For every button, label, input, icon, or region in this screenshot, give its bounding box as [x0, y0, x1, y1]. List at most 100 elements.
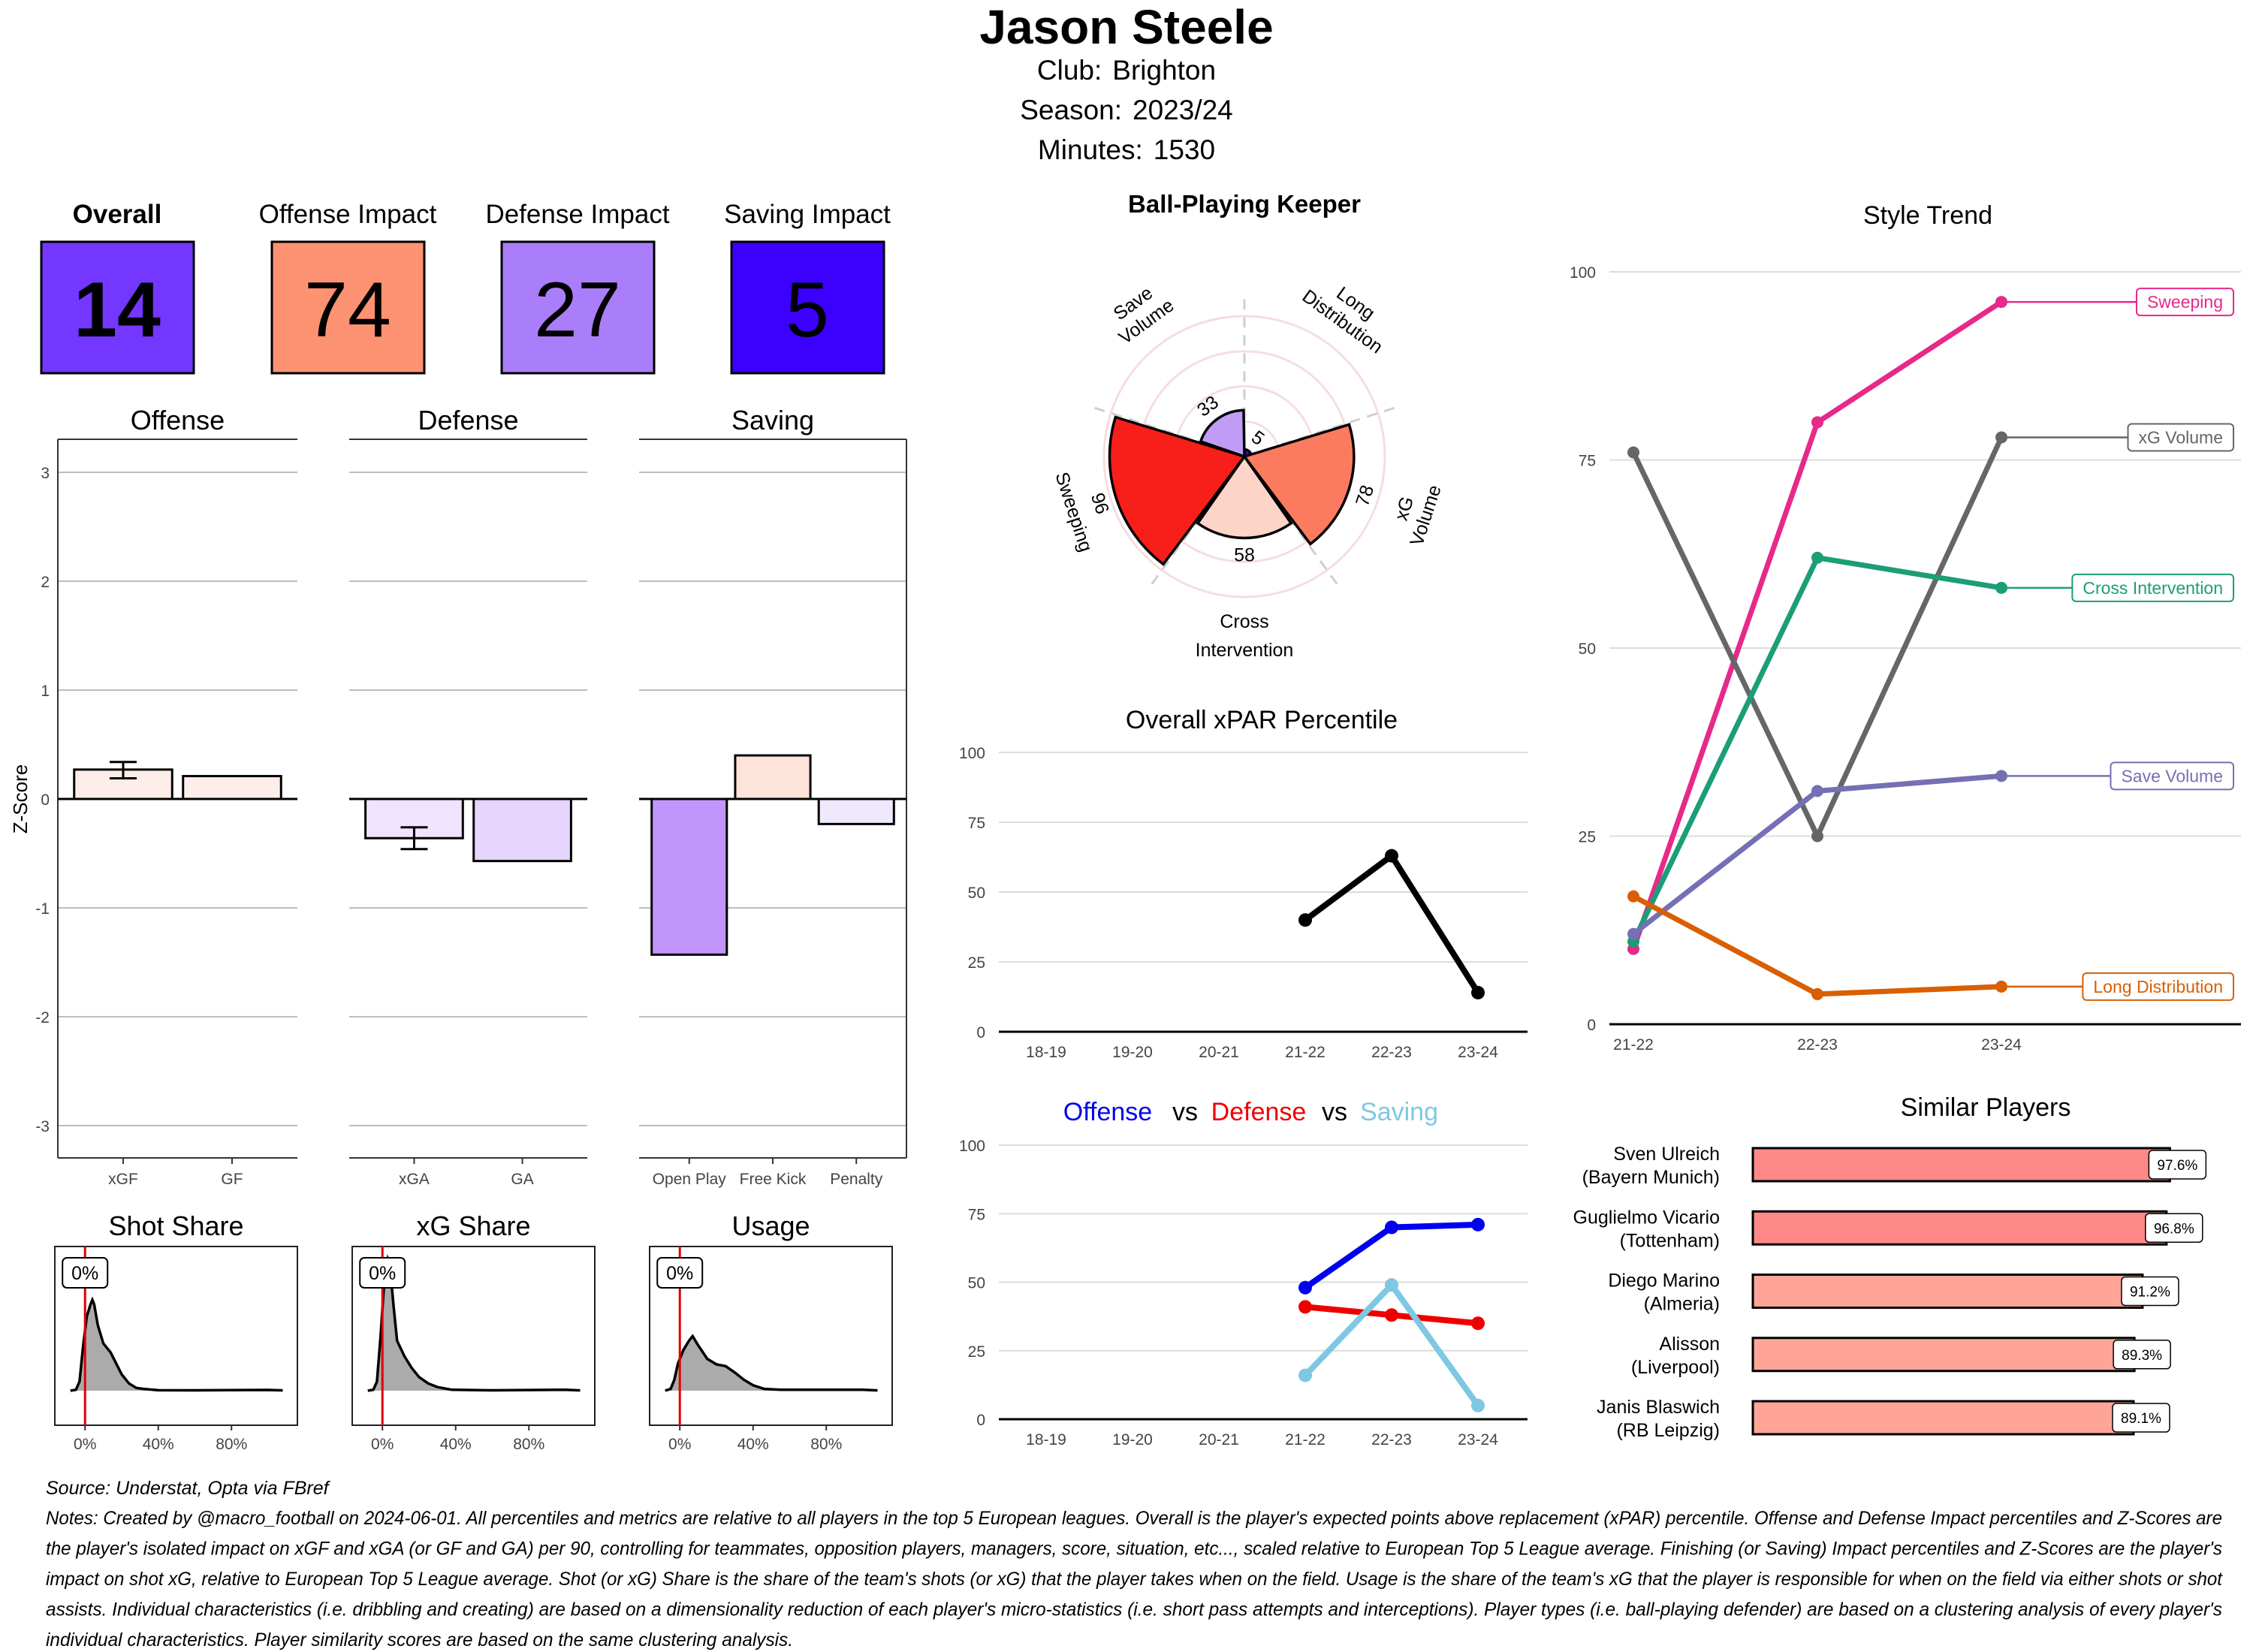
series-line	[1630, 436, 2004, 839]
x-tick-label: GF	[221, 1171, 243, 1188]
y-tick-label: -3	[35, 1118, 50, 1135]
x-tick-label: 18-19	[1026, 1044, 1066, 1061]
minutes-line: Minutes: 1530	[1038, 134, 1215, 165]
data-point	[1298, 913, 1312, 927]
x-tick-label: xGA	[399, 1171, 430, 1188]
y-tick-label: 1	[41, 683, 50, 700]
player-club: (Tottenham)	[1620, 1230, 1720, 1251]
series-direct-label: xG Volume	[2139, 427, 2224, 447]
xpar-line-chart: Overall xPAR Percentile 100 75 50 25 0 18-19 19…	[959, 706, 1528, 1061]
similarity-bar	[1751, 1210, 2168, 1246]
y-tick-label: 0	[976, 1412, 985, 1429]
series-sweeping	[1627, 296, 2007, 955]
similarity-label-box	[2113, 1340, 2171, 1370]
series-line	[1303, 1282, 1481, 1408]
error-bar	[110, 761, 137, 779]
data-point	[1811, 830, 1823, 843]
series-direct-label: Long Distribution	[2093, 977, 2223, 996]
data-point	[1298, 1300, 1312, 1314]
panel-border	[351, 1246, 596, 1426]
similarity-bar	[1751, 1400, 2135, 1436]
similarity-label-box	[2121, 1276, 2179, 1307]
series-line	[1303, 852, 1481, 995]
data-point	[1811, 416, 1823, 429]
similar-players-chart: Similar Players Sven Ulreich(Bayern Munic…	[1573, 1093, 2207, 1441]
club-label: Club:	[1037, 55, 1102, 86]
player-name: Guglielmo Vicario	[1573, 1207, 1720, 1228]
style-polar-chart: Ball-Playing Keeper 5 LongDistribution 78 xG…	[1051, 190, 1445, 661]
chart-title-part: vs	[1172, 1098, 1198, 1126]
data-point	[1385, 849, 1398, 863]
y-tick-label: 25	[968, 1343, 985, 1361]
footer: Source: Understat, Opta via FBref Notes:…	[46, 1478, 2223, 1650]
distribution-title: Shot Share	[108, 1210, 243, 1241]
player-value-label-box	[656, 1257, 704, 1289]
error-bar	[400, 826, 428, 851]
impact-scores: Overall 14 Offense Impact 74 Defense Impact 2…	[40, 200, 891, 375]
season-value: 2023/24	[1133, 95, 1233, 125]
series-line	[1630, 555, 2002, 943]
score-box	[730, 240, 885, 375]
radial-gridline	[1102, 315, 1386, 598]
y-tick-label: 75	[968, 1206, 985, 1223]
club-line: Club: Brighton	[1037, 55, 1216, 86]
zscore-bar	[734, 754, 812, 800]
x-tick-label: 40%	[440, 1436, 472, 1453]
distribution-title: xG Share	[416, 1210, 530, 1241]
notes-line: assists. Individual characteristics (i.e…	[46, 1599, 2222, 1620]
score-box	[40, 240, 195, 375]
series-line	[1632, 894, 2002, 997]
zscore-bar	[817, 797, 895, 825]
series-line	[1630, 300, 2003, 950]
data-point	[1811, 785, 1823, 797]
polar-category-label: LongDistribution	[1298, 267, 1400, 357]
distribution-charts: Shot Share 0% 0% 40% 80% xG Share 0% 0% 40% 80% Us…	[54, 1210, 893, 1453]
y-tick-label: 25	[968, 954, 985, 972]
x-tick-label: 21-22	[1613, 1036, 1654, 1054]
polar-value-label: 5	[1247, 427, 1268, 450]
y-tick-label: 100	[1570, 264, 1596, 282]
score-value: 5	[786, 267, 829, 354]
series-line	[1631, 773, 2002, 936]
player-club: (Liverpool)	[1631, 1357, 1720, 1378]
score-label: Defense Impact	[485, 200, 669, 229]
data-point	[1385, 1278, 1398, 1292]
chart-title-part: vs	[1322, 1098, 1347, 1126]
data-point	[1471, 985, 1485, 999]
notes-line: individual characteristics. Player simil…	[46, 1629, 793, 1650]
player-value-label: 0%	[71, 1263, 98, 1284]
y-tick-label: 25	[1579, 829, 1596, 846]
y-tick-label: -2	[35, 1009, 50, 1026]
score-value: 27	[534, 267, 621, 354]
zscore-bar	[182, 775, 282, 800]
similar-player-row: Diego Marino(Almeria) 91.2%	[1608, 1271, 2179, 1315]
x-tick-label: 40%	[143, 1436, 174, 1453]
player-name: Janis Blaswich	[1597, 1397, 1720, 1418]
y-tick-label: 50	[968, 1275, 985, 1292]
x-tick-label: 80%	[513, 1436, 544, 1453]
x-tick-label: 22-23	[1371, 1044, 1412, 1061]
y-tick-label: 0	[976, 1024, 985, 1042]
y-tick-label: 75	[1579, 453, 1596, 470]
notes-line: the player's isolated impact on xGF and …	[46, 1539, 2222, 1560]
series-defense	[1298, 1300, 1485, 1331]
similarity-bar	[1751, 1274, 2144, 1309]
density-line	[665, 1334, 878, 1392]
series-xg-volume	[1627, 431, 2007, 843]
similar-player-row: Sven Ulreich(Bayern Munich) 97.6%	[1582, 1144, 2207, 1188]
facet-title: Saving	[731, 405, 814, 436]
panel-border	[649, 1246, 893, 1426]
score-label: Saving Impact	[724, 200, 891, 229]
header: Jason Steele Club: Brighton Season: 2023/2…	[979, 0, 1273, 165]
club-value: Brighton	[1112, 55, 1216, 86]
polar-value-label: 78	[1352, 483, 1378, 509]
player-club: (Almeria)	[1644, 1294, 1720, 1315]
player-value-label: 0%	[369, 1263, 396, 1284]
player-value-label-box	[359, 1257, 406, 1289]
x-tick-label: 19-20	[1112, 1044, 1153, 1061]
x-tick-label: Penalty	[830, 1171, 883, 1188]
x-tick-label: 0%	[74, 1436, 96, 1453]
similarity-label: 89.1%	[2121, 1411, 2161, 1427]
series-line	[1298, 849, 1485, 999]
polar-category-label: Cross Intervention	[1196, 611, 1294, 661]
